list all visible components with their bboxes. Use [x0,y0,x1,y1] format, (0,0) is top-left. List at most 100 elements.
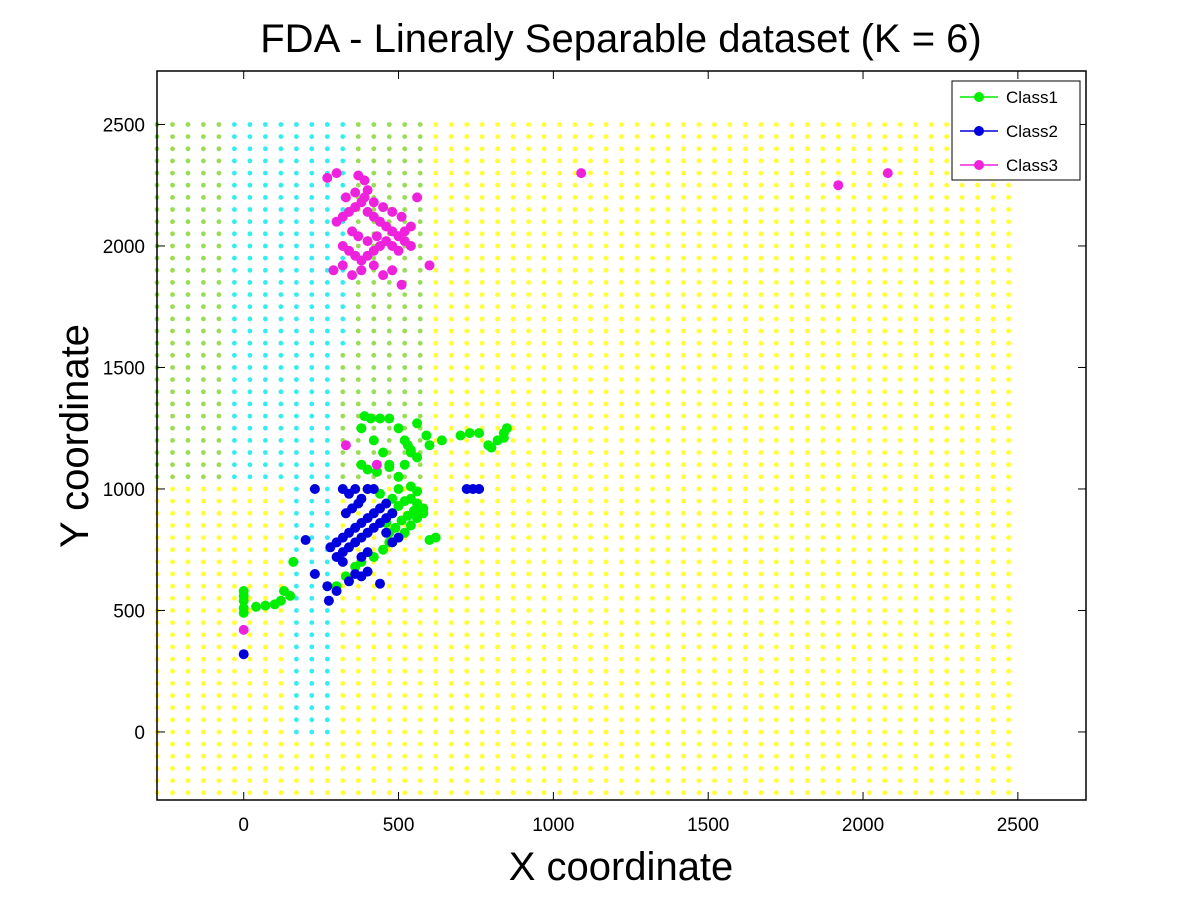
grid-dot-339 [247,753,253,759]
grid-dot-459 [278,656,284,662]
grid-dot-331 [232,170,237,176]
grid-dot-2835 [928,365,934,370]
grid-dot-419 [263,462,268,468]
grid-dot-115 [185,753,191,759]
grid-dot-274 [216,182,222,188]
grid-dot-1149 [464,438,470,443]
grid-dot-2858 [944,766,949,771]
grid-dot-1453 [541,146,547,152]
grid-dot-1320 [510,401,516,407]
grid-dot-1006 [417,134,423,140]
grid-dot-229 [216,729,222,735]
grid-dot-547 [294,267,299,273]
grid-dot-786 [371,766,377,771]
grid-dot-1034 [433,474,439,480]
grid-dot-505 [294,778,299,783]
grid-dot-2433 [820,486,826,492]
grid-dot-1857 [665,681,671,686]
grid-dot-1642 [603,571,609,577]
grid-dot-2350 [789,134,795,140]
grid-dot-910 [402,620,408,625]
grid-dot-1568 [588,790,593,796]
grid-dot-662 [324,231,330,237]
grid-dot-1620 [588,158,593,164]
grid-dot-2398 [804,231,810,237]
grid-dot-2370 [804,571,810,577]
grid-dot-2493 [835,438,841,443]
grid-dot-1404 [541,741,547,747]
grid-dot-2628 [866,158,872,164]
grid-dot-524 [294,547,299,553]
grid-dot-2017 [712,778,717,783]
grid-dot-126 [185,620,191,625]
grid-dot-1619 [588,170,593,176]
grid-dot-1449 [541,195,547,200]
grid-dot-2435 [820,462,826,468]
grid-dot-2293 [773,146,779,152]
grid-dot-1401 [541,778,547,783]
grid-dot-1826 [650,377,655,382]
grid-dot-491 [278,267,284,273]
grid-dot-1835 [650,267,655,273]
grid-dot-1867 [665,559,671,565]
grid-dot-441 [263,195,268,200]
grid-dot-1960 [696,790,702,796]
grid-dot-250 [216,474,222,480]
grid-dot-1473 [557,583,562,589]
grid-dot-2094 [727,523,733,528]
grid-dot-1822 [650,425,655,431]
grid-dot-2264 [773,498,779,504]
grid-dot-1140 [464,547,470,553]
grid-dot-327 [232,219,237,225]
grid-dot-1161 [464,292,470,297]
grid-dot-497 [278,195,284,200]
grid-dot-654 [324,328,330,334]
grid-dot-1013 [433,729,439,735]
grid-dot-186 [201,571,206,577]
grid-dot-1926 [681,523,686,528]
grid-dot-3121 [1006,292,1011,297]
grid-dot-1968 [696,693,702,698]
grid-dot-979 [417,462,423,468]
grid-dot-1008 [433,790,439,796]
grid-dot-333 [232,146,237,152]
grid-dot-2624 [866,207,872,212]
grid-dot-818 [371,377,377,382]
grid-dot-1235 [495,753,500,759]
grid-dot-134 [185,523,191,528]
grid-dot-2748 [913,741,919,747]
grid-dot-440 [263,207,268,212]
grid-dot-2736 [897,207,903,212]
grid-dot-987 [417,365,423,370]
grid-dot-626 [324,668,330,674]
grid-dot-1380 [526,352,531,358]
grid-dot-601 [309,292,315,297]
class1-point-58 [455,430,466,441]
grid-dot-916 [402,547,408,553]
grid-dot-2977 [975,681,980,686]
class2-point-44 [356,493,367,504]
class1-point-11 [288,556,299,567]
grid-dot-2442 [820,377,826,382]
grid-dot-1153 [464,389,470,395]
grid-dot-1260 [495,450,500,455]
grid-dot-990 [417,328,423,334]
grid-dot-2890 [944,377,949,382]
grid-dot-902 [402,717,408,723]
grid-dot-2778 [913,377,919,382]
grid-dot-921 [402,486,408,492]
grid-dot-2449 [820,292,826,297]
grid-dot-498 [278,182,284,188]
grid-dot-3088 [1006,693,1011,698]
grid-dot-1914 [681,668,686,674]
grid-dot-2518 [835,134,841,140]
grid-dot-1716 [619,352,624,358]
grid-dot-1341 [510,146,516,152]
grid-dot-2364 [804,644,810,650]
grid-dot-1743 [634,705,640,711]
grid-dot-3007 [975,316,980,322]
grid-dot-1514 [572,766,578,771]
grid-dot-2865 [944,681,949,686]
grid-dot-295 [232,608,237,613]
grid-dot-1528 [572,595,578,601]
